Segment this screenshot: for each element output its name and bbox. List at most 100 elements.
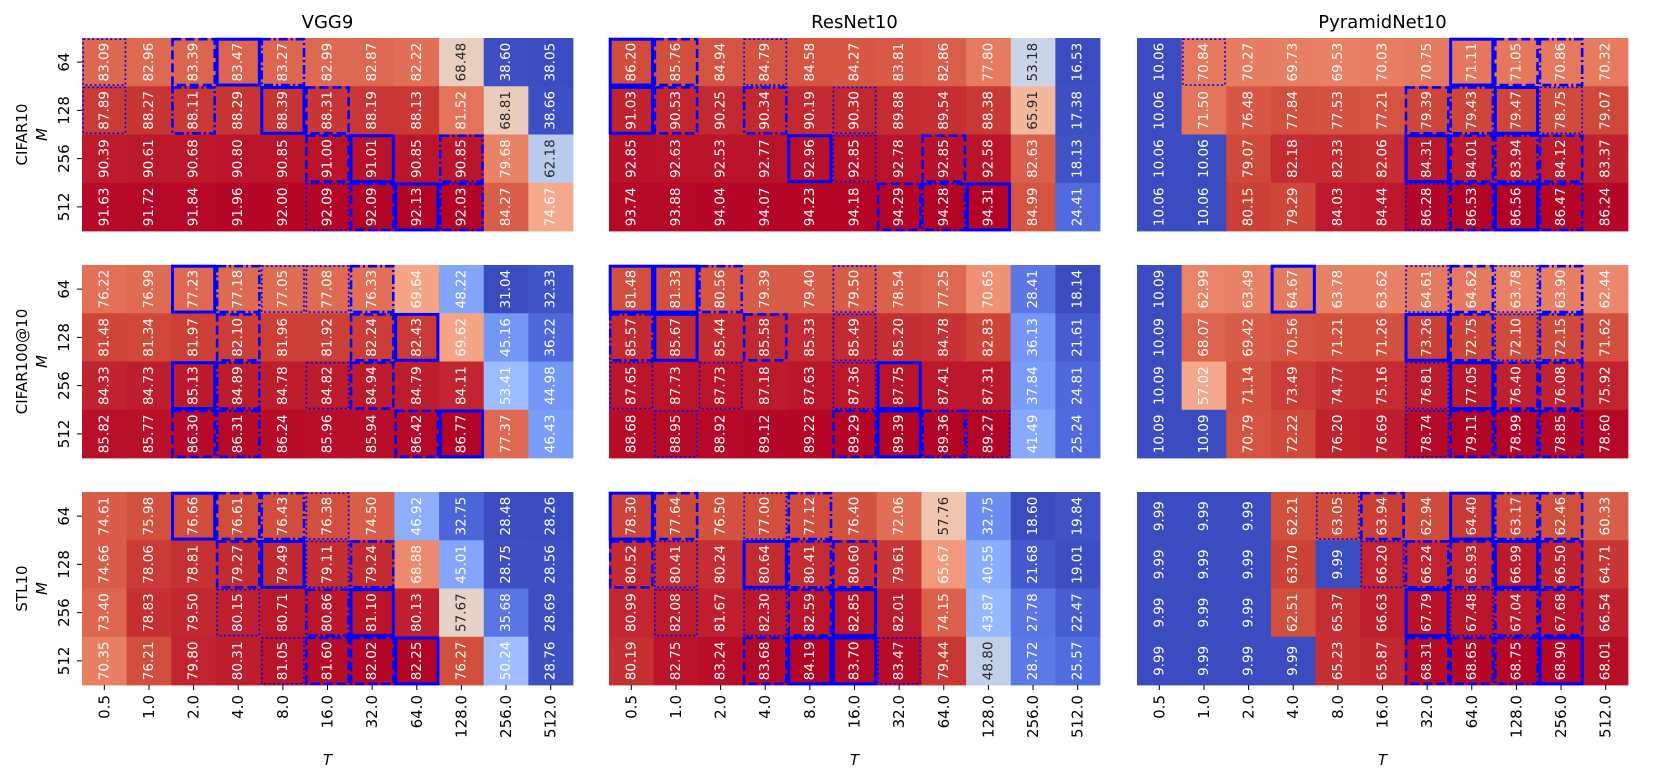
- cell-value-label: 65.87: [1375, 642, 1391, 681]
- heatmap-cell: [1226, 38, 1272, 87]
- cell-value-label: 63.78: [1330, 270, 1346, 309]
- heatmap-cell: [1010, 636, 1056, 686]
- cell-value-label: 79.49: [275, 545, 291, 584]
- heatmap-cell: [528, 540, 574, 589]
- cell-value-label: 66.99: [1508, 545, 1524, 584]
- heatmap-cell: [1404, 134, 1450, 184]
- cell-value-label: 88.27: [141, 91, 157, 130]
- heatmap-cell: [215, 86, 261, 135]
- y-tick-label: 512: [55, 647, 73, 676]
- highlight-box-solid: [1449, 361, 1495, 411]
- cell-value-label: 92.85: [847, 139, 863, 178]
- highlight-box-solid: [170, 361, 217, 411]
- highlight-box-dashed: [1538, 540, 1584, 589]
- cell-value-label: 88.95: [668, 415, 684, 454]
- x-tick-label: 0.5: [95, 695, 113, 719]
- cell-value-label: 90.39: [96, 139, 112, 178]
- highlight-box-dashdot: [215, 264, 261, 314]
- cell-value-label: 76.99: [141, 270, 157, 309]
- cell-value-label: 91.84: [186, 188, 202, 227]
- cell-value-label: 84.82: [320, 366, 336, 405]
- heatmap-cell: [349, 134, 395, 184]
- heatmap-cell: [966, 265, 1012, 314]
- cell-value-label: 70.35: [96, 642, 112, 681]
- heatmap-cell: [787, 409, 833, 459]
- heatmap-cell: [349, 492, 395, 541]
- x-tick-label: 8.0: [1329, 695, 1347, 719]
- heatmap-cell: [1538, 492, 1584, 541]
- panel-cifar10010-vgg9: 76.22 76.99 77.23 77.18 77.05 77.08 76.33 69.64…: [82, 264, 574, 459]
- heatmap-cell: [126, 492, 172, 541]
- heatmap-cell: [1315, 182, 1361, 232]
- cell-value-label: 76.40: [1508, 366, 1524, 405]
- heatmap-cell: [1583, 588, 1629, 638]
- cell-value-label: 66.20: [1375, 545, 1391, 584]
- cell-value-label: 82.01: [891, 593, 907, 632]
- heatmap-cell: [1055, 636, 1101, 686]
- heatmap-cell: [742, 636, 788, 686]
- cell-value-label: 92.09: [320, 188, 336, 227]
- cell-value-label: 10.06: [1151, 139, 1167, 178]
- highlight-box-dotted: [260, 637, 305, 685]
- cell-value-label: 64.71: [1598, 545, 1614, 584]
- heatmap-cell: [832, 409, 878, 459]
- cell-value-label: 78.74: [1419, 415, 1435, 454]
- cell-value-label: 85.44: [713, 318, 729, 357]
- cell-value-label: 94.23: [802, 188, 818, 227]
- heatmap-cell: [1360, 540, 1406, 589]
- heatmap-cell: [742, 38, 788, 87]
- cell-value-label: 66.63: [1375, 593, 1391, 632]
- cell-value-label: 63.78: [1508, 270, 1524, 309]
- cell-value-label: 50.24: [498, 642, 514, 681]
- cell-value-label: 82.08: [668, 593, 684, 632]
- heatmap-cell: [921, 86, 967, 135]
- heatmap-cell: [1315, 134, 1361, 184]
- heatmap-cell: [1583, 636, 1629, 686]
- highlight-box-dotted: [1494, 265, 1539, 313]
- x-tick-label: 4.0: [1284, 695, 1302, 719]
- cell-value-label: 67.79: [1419, 593, 1435, 632]
- heatmap-cell: [349, 540, 395, 589]
- cell-value-label: 10.06: [1151, 91, 1167, 130]
- highlight-box-dashed: [921, 134, 967, 183]
- heatmap-cell: [1226, 361, 1272, 411]
- highlight-box-solid: [831, 588, 878, 638]
- heatmap-cell: [1315, 540, 1361, 589]
- heatmap-cell: [653, 134, 699, 184]
- heatmap-cell: [1404, 540, 1450, 589]
- cell-value-label: 84.78: [936, 318, 952, 357]
- highlight-box-solid: [1404, 312, 1450, 362]
- cell-value-label: 87.31: [980, 366, 996, 405]
- cell-value-label: 65.37: [1330, 593, 1346, 632]
- cell-value-label: 82.24: [364, 318, 380, 357]
- heatmap-cell: [260, 313, 306, 362]
- heatmap-cell: [966, 182, 1012, 232]
- heatmap-cell: [483, 361, 529, 411]
- cell-value-label: 82.25: [409, 642, 425, 681]
- heatmap-cell: [1010, 86, 1056, 135]
- highlight-box-dashed: [1360, 491, 1405, 541]
- cell-value-label: 84.19: [802, 642, 818, 681]
- heatmap-cell: [1181, 588, 1227, 638]
- heatmap-cell: [349, 38, 395, 87]
- cell-value-label: 76.50: [713, 497, 729, 536]
- heatmap-cell: [1583, 182, 1629, 232]
- heatmap-cell: [439, 361, 485, 411]
- cell-value-label: 79.80: [186, 642, 202, 681]
- cell-value-label: 78.81: [186, 545, 202, 584]
- heatmap-cell: [1360, 134, 1406, 184]
- heatmap-cell: [82, 636, 128, 686]
- heatmap-cell: [698, 265, 744, 314]
- cell-value-label: 81.05: [275, 642, 291, 681]
- cell-value-label: 84.33: [96, 366, 112, 405]
- heatmap-cell: [305, 182, 351, 232]
- cell-value-label: 81.52: [453, 91, 469, 130]
- highlight-box-dotted: [305, 540, 350, 589]
- heatmap-cell: [1494, 86, 1540, 135]
- cell-value-label: 84.12: [1553, 139, 1569, 178]
- heatmap-cell: [787, 38, 833, 87]
- highlight-box-solid: [1493, 539, 1540, 589]
- cell-value-label: 93.74: [623, 188, 639, 227]
- heatmap-cell: [126, 86, 172, 135]
